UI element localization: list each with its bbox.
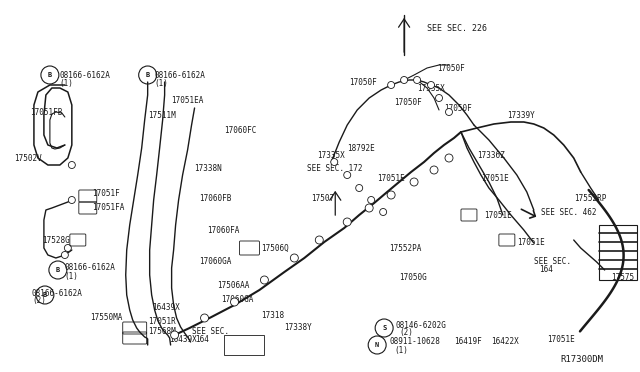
Bar	[225, 335, 264, 355]
Text: 17511M: 17511M	[148, 110, 175, 119]
Text: 17506AA: 17506AA	[218, 280, 250, 289]
Circle shape	[61, 251, 68, 259]
Text: S: S	[382, 325, 387, 331]
Text: 16422X: 16422X	[491, 337, 518, 346]
Text: 08166-6162A: 08166-6162A	[155, 71, 205, 80]
Text: 17339Y: 17339Y	[507, 110, 534, 119]
Text: 16419F: 16419F	[454, 337, 482, 346]
Text: 17051F: 17051F	[92, 189, 120, 198]
Text: 17050F: 17050F	[444, 103, 472, 112]
Text: 17568M: 17568M	[148, 327, 175, 337]
Text: (1): (1)	[394, 346, 408, 355]
Text: 17051FA: 17051FA	[92, 202, 124, 212]
Text: 17528G: 17528G	[42, 235, 70, 244]
Text: 08911-10628: 08911-10628	[389, 337, 440, 346]
Text: 08166-6162A: 08166-6162A	[65, 263, 116, 273]
Circle shape	[171, 331, 179, 339]
Text: (1): (1)	[60, 78, 74, 87]
Text: B: B	[145, 72, 150, 78]
Text: 17050F: 17050F	[394, 97, 422, 106]
Text: 17060FC: 17060FC	[225, 125, 257, 135]
Text: 17338N: 17338N	[195, 164, 222, 173]
Circle shape	[200, 314, 209, 322]
Text: 17060FB: 17060FB	[200, 193, 232, 202]
Text: B: B	[48, 72, 52, 78]
Circle shape	[316, 236, 323, 244]
Circle shape	[445, 109, 452, 115]
Text: (2): (2)	[32, 296, 46, 305]
Text: 17575: 17575	[611, 273, 634, 282]
Text: 17060GA: 17060GA	[200, 257, 232, 266]
Circle shape	[436, 94, 442, 102]
Text: 17335X: 17335X	[417, 83, 445, 93]
Circle shape	[380, 208, 387, 215]
Circle shape	[260, 276, 268, 284]
Bar	[598, 225, 637, 280]
Text: 17051E: 17051E	[484, 211, 511, 219]
Text: 17051FB: 17051FB	[30, 108, 62, 116]
Circle shape	[343, 218, 351, 226]
Circle shape	[410, 178, 418, 186]
Text: 17336Z: 17336Z	[477, 151, 505, 160]
Text: R17300DM: R17300DM	[561, 356, 604, 365]
Text: SEE SEC.: SEE SEC.	[191, 327, 228, 337]
Text: 17338Y: 17338Y	[284, 324, 312, 333]
Text: 17051R: 17051R	[148, 317, 175, 327]
Circle shape	[291, 254, 298, 262]
Text: 17050F: 17050F	[437, 64, 465, 73]
Text: 17060FA: 17060FA	[207, 225, 240, 234]
Text: 17051EA: 17051EA	[172, 96, 204, 105]
Circle shape	[68, 161, 76, 169]
Circle shape	[401, 77, 408, 83]
Circle shape	[430, 166, 438, 174]
Circle shape	[65, 244, 71, 251]
Text: B: B	[43, 292, 47, 298]
Text: SEE SEC. 172: SEE SEC. 172	[307, 164, 363, 173]
Text: 17552RP: 17552RP	[573, 193, 606, 202]
Circle shape	[367, 196, 374, 203]
Text: 17050F: 17050F	[349, 77, 377, 87]
Text: 17060GA: 17060GA	[221, 295, 254, 305]
Text: 17552PA: 17552PA	[389, 244, 422, 253]
Text: (1): (1)	[65, 272, 79, 280]
Text: 17318: 17318	[261, 311, 285, 320]
Text: 17051E: 17051E	[517, 237, 545, 247]
Text: SEE SEC.: SEE SEC.	[534, 257, 571, 266]
Circle shape	[428, 81, 435, 89]
Text: 17051E: 17051E	[481, 173, 509, 183]
Text: 08166-6162A: 08166-6162A	[32, 289, 83, 298]
Circle shape	[365, 204, 373, 212]
Circle shape	[356, 185, 363, 192]
Circle shape	[387, 191, 395, 199]
Text: 17051E: 17051E	[547, 336, 575, 344]
Text: B: B	[56, 267, 60, 273]
Text: 17050G: 17050G	[399, 273, 427, 282]
Text: 17507: 17507	[311, 193, 335, 202]
Text: 17502V: 17502V	[14, 154, 42, 163]
Text: 08166-6162A: 08166-6162A	[60, 71, 111, 80]
Text: 17550MA: 17550MA	[90, 314, 122, 323]
Text: (1): (1)	[155, 78, 168, 87]
Text: 164: 164	[539, 266, 553, 275]
Circle shape	[344, 171, 351, 179]
Text: 16439X: 16439X	[152, 304, 179, 312]
Text: SEE SEC. 462: SEE SEC. 462	[541, 208, 596, 217]
Text: 164: 164	[196, 336, 209, 344]
Text: (2): (2)	[399, 328, 413, 337]
Text: 17335X: 17335X	[317, 151, 345, 160]
Text: SEE SEC. 226: SEE SEC. 226	[427, 23, 487, 32]
Text: N: N	[375, 342, 380, 348]
Text: 17051E: 17051E	[377, 173, 405, 183]
Circle shape	[68, 196, 76, 203]
Circle shape	[331, 158, 338, 166]
Text: 16439X: 16439X	[170, 336, 197, 344]
Circle shape	[230, 298, 239, 306]
Circle shape	[388, 81, 395, 89]
Circle shape	[445, 154, 453, 162]
Text: 18792E: 18792E	[348, 144, 375, 153]
Text: 08146-6202G: 08146-6202G	[395, 321, 446, 330]
Text: 17506Q: 17506Q	[261, 244, 289, 253]
Circle shape	[413, 77, 420, 83]
